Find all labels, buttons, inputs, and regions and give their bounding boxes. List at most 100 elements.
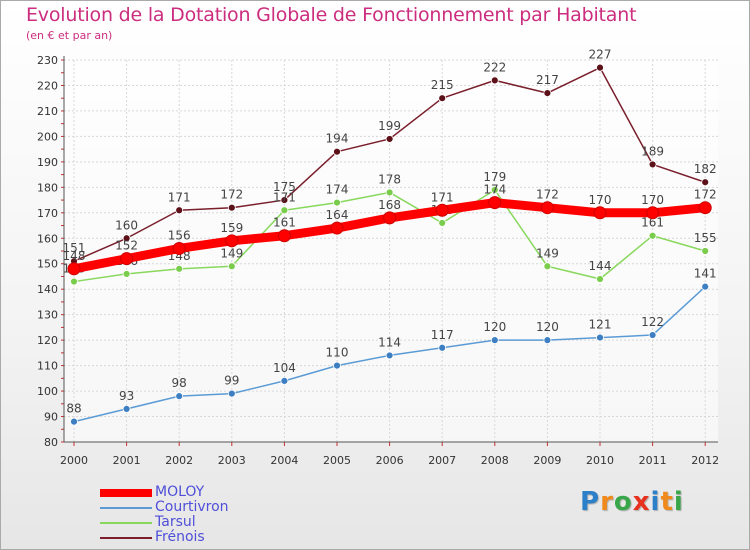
data-point-frenois: [175, 206, 184, 215]
x-tick-label: 2002: [165, 454, 193, 467]
data-label-frenois: 199: [378, 119, 401, 133]
legend-swatch-courtivron: [100, 507, 152, 509]
data-label-courtivron: 120: [536, 320, 559, 334]
data-point-moloy: [67, 262, 81, 276]
data-point-frenois: [227, 203, 236, 212]
y-tick-label: 150: [37, 258, 58, 271]
legend-item-courtivron: Courtivron: [100, 499, 360, 516]
x-tick-label: 2009: [533, 454, 561, 467]
data-label-tarsul: 149: [536, 246, 559, 260]
data-point-moloy: [277, 229, 291, 243]
data-label-courtivron: 141: [694, 267, 717, 281]
data-point-tarsul: [385, 188, 394, 197]
data-point-frenois: [648, 160, 657, 169]
data-label-courtivron: 122: [641, 315, 664, 329]
data-point-courtivron: [543, 336, 552, 345]
data-label-moloy: 161: [273, 216, 296, 230]
data-point-tarsul: [701, 247, 710, 255]
data-point-courtivron: [333, 361, 341, 370]
data-label-moloy: 172: [694, 188, 717, 202]
x-tick-label: 2000: [60, 454, 88, 467]
y-tick-label: 200: [37, 130, 58, 143]
data-point-moloy: [172, 241, 186, 255]
data-label-frenois: 189: [641, 144, 664, 158]
data-label-courtivron: 117: [431, 328, 454, 342]
data-label-frenois: 171: [168, 190, 191, 204]
data-point-tarsul: [333, 198, 341, 207]
data-point-moloy: [225, 234, 239, 248]
x-tick-label: 2006: [376, 454, 404, 467]
data-point-tarsul: [648, 231, 657, 240]
data-point-courtivron: [227, 389, 236, 398]
y-tick-label: 210: [37, 105, 58, 118]
legend-label-moloy: MOLOY: [155, 484, 205, 500]
legend-label-frenois: Frénois: [155, 529, 205, 545]
chart-subtitle: (en € et par an): [26, 29, 113, 42]
data-point-tarsul: [438, 219, 447, 227]
data-label-frenois: 182: [694, 162, 717, 176]
data-label-tarsul: 174: [326, 183, 349, 197]
data-label-courtivron: 88: [66, 402, 81, 416]
data-label-frenois: 222: [483, 60, 506, 74]
legend-item-moloy: MOLOY: [100, 484, 360, 501]
y-tick-label: 140: [37, 283, 58, 296]
data-point-moloy: [120, 252, 134, 266]
data-label-tarsul: 155: [694, 231, 717, 245]
data-point-courtivron: [175, 392, 184, 401]
data-label-moloy: 170: [589, 193, 612, 207]
logo-letter: o: [613, 487, 633, 517]
legend-label-courtivron: Courtivron: [155, 499, 229, 515]
legend-item-frenois: Frénois: [100, 529, 360, 546]
data-label-courtivron: 98: [172, 376, 187, 390]
legend-swatch-tarsul: [100, 522, 152, 524]
data-label-frenois: 227: [589, 48, 612, 62]
data-label-moloy: 164: [326, 208, 349, 222]
data-point-moloy: [540, 201, 554, 215]
data-label-frenois: 194: [326, 132, 349, 146]
data-point-courtivron: [648, 331, 657, 339]
y-tick-label: 80: [44, 436, 58, 449]
legend-swatch-moloy: [100, 489, 152, 497]
chart-title: Evolution de la Dotation Globale de Fonc…: [26, 4, 637, 26]
data-point-moloy: [383, 211, 397, 225]
data-point-frenois: [438, 94, 447, 103]
data-point-tarsul: [227, 262, 236, 271]
data-point-courtivron: [701, 282, 710, 291]
y-tick-label: 110: [37, 360, 58, 373]
y-tick-label: 100: [37, 385, 58, 398]
data-label-tarsul: 161: [641, 216, 664, 230]
y-tick-label: 180: [37, 181, 58, 194]
data-point-frenois: [490, 76, 499, 85]
data-label-courtivron: 93: [119, 389, 134, 403]
data-point-tarsul: [70, 277, 78, 286]
logo-letter: r: [600, 487, 614, 517]
data-point-moloy: [435, 203, 449, 217]
data-point-courtivron: [596, 333, 604, 342]
data-label-moloy: 171: [431, 190, 454, 204]
data-point-courtivron: [385, 351, 394, 360]
legend: MOLOY Courtivron Tarsul Frénois: [100, 484, 360, 546]
data-label-courtivron: 110: [326, 346, 349, 360]
logo-letter: t: [660, 487, 674, 517]
logo-letter: x: [632, 487, 651, 517]
y-tick-label: 120: [37, 334, 58, 347]
proxiti-logo: Proxiti: [580, 487, 684, 517]
data-label-moloy: 159: [220, 221, 243, 235]
data-label-moloy: 172: [536, 188, 559, 202]
data-label-courtivron: 114: [378, 335, 401, 349]
data-label-frenois: 175: [273, 180, 296, 194]
data-point-moloy: [593, 206, 607, 220]
x-tick-label: 2012: [691, 454, 719, 467]
data-label-tarsul: 171: [273, 190, 296, 204]
data-label-moloy: 168: [378, 198, 401, 212]
data-point-tarsul: [596, 275, 604, 283]
x-tick-label: 2003: [218, 454, 246, 467]
x-tick-label: 2001: [113, 454, 141, 467]
y-tick-label: 90: [44, 411, 58, 424]
data-label-frenois: 215: [431, 78, 454, 92]
legend-label-tarsul: Tarsul: [155, 514, 196, 530]
y-tick-label: 160: [37, 232, 58, 245]
logo-letter: i: [650, 487, 661, 517]
logo-letter: i: [673, 487, 684, 517]
data-point-courtivron: [490, 336, 499, 345]
